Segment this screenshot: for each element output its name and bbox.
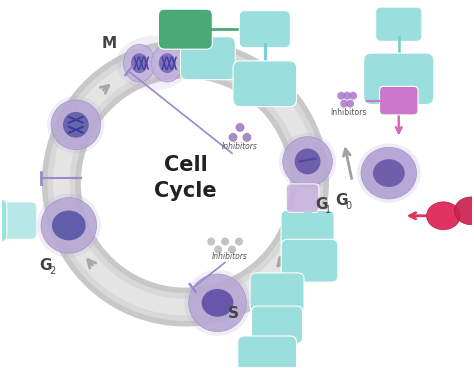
Ellipse shape	[51, 100, 100, 149]
Circle shape	[337, 92, 345, 100]
FancyBboxPatch shape	[250, 273, 304, 313]
Ellipse shape	[283, 137, 332, 186]
Text: 2: 2	[49, 266, 55, 276]
Ellipse shape	[63, 112, 89, 138]
Text: G: G	[39, 258, 52, 273]
FancyBboxPatch shape	[252, 306, 302, 343]
FancyBboxPatch shape	[238, 336, 297, 368]
Text: Cell: Cell	[164, 155, 207, 175]
Ellipse shape	[47, 96, 104, 153]
Ellipse shape	[41, 198, 97, 253]
FancyBboxPatch shape	[239, 11, 290, 48]
FancyBboxPatch shape	[364, 53, 434, 105]
Ellipse shape	[279, 133, 336, 190]
FancyBboxPatch shape	[158, 9, 212, 49]
Circle shape	[343, 92, 351, 100]
Circle shape	[228, 133, 237, 142]
Text: M: M	[102, 36, 117, 51]
Ellipse shape	[159, 53, 175, 73]
FancyBboxPatch shape	[376, 7, 422, 41]
Circle shape	[346, 100, 354, 107]
Ellipse shape	[201, 289, 233, 317]
Text: Inhibitors: Inhibitors	[330, 107, 366, 117]
FancyBboxPatch shape	[380, 86, 418, 115]
Ellipse shape	[189, 274, 246, 332]
FancyBboxPatch shape	[181, 37, 235, 79]
Circle shape	[236, 123, 245, 132]
Ellipse shape	[52, 210, 86, 240]
Circle shape	[228, 245, 236, 254]
FancyBboxPatch shape	[281, 239, 338, 282]
Circle shape	[221, 238, 229, 245]
Ellipse shape	[184, 270, 251, 336]
Text: Cycle: Cycle	[154, 181, 217, 201]
Circle shape	[340, 100, 348, 107]
Text: G: G	[335, 193, 348, 208]
Ellipse shape	[373, 159, 405, 187]
Text: G: G	[316, 197, 328, 212]
Ellipse shape	[116, 36, 191, 91]
Circle shape	[243, 133, 251, 142]
Text: Inhibitors: Inhibitors	[222, 142, 258, 151]
Text: 0: 0	[345, 201, 351, 211]
FancyBboxPatch shape	[286, 184, 319, 212]
Text: 1: 1	[326, 205, 331, 215]
Ellipse shape	[357, 144, 421, 203]
FancyBboxPatch shape	[281, 210, 334, 248]
Ellipse shape	[124, 44, 155, 82]
Ellipse shape	[455, 197, 474, 225]
Ellipse shape	[37, 194, 101, 257]
Circle shape	[301, 211, 313, 223]
Circle shape	[207, 238, 215, 245]
FancyBboxPatch shape	[233, 61, 297, 107]
Text: S: S	[228, 306, 238, 321]
Circle shape	[214, 245, 222, 254]
Circle shape	[235, 238, 243, 245]
Ellipse shape	[131, 53, 148, 73]
FancyBboxPatch shape	[0, 202, 37, 239]
Ellipse shape	[295, 149, 320, 174]
Circle shape	[349, 92, 357, 100]
Text: Inhibitors: Inhibitors	[212, 252, 248, 261]
Ellipse shape	[361, 147, 417, 199]
Ellipse shape	[151, 44, 183, 82]
Ellipse shape	[427, 202, 460, 230]
FancyBboxPatch shape	[0, 199, 7, 242]
